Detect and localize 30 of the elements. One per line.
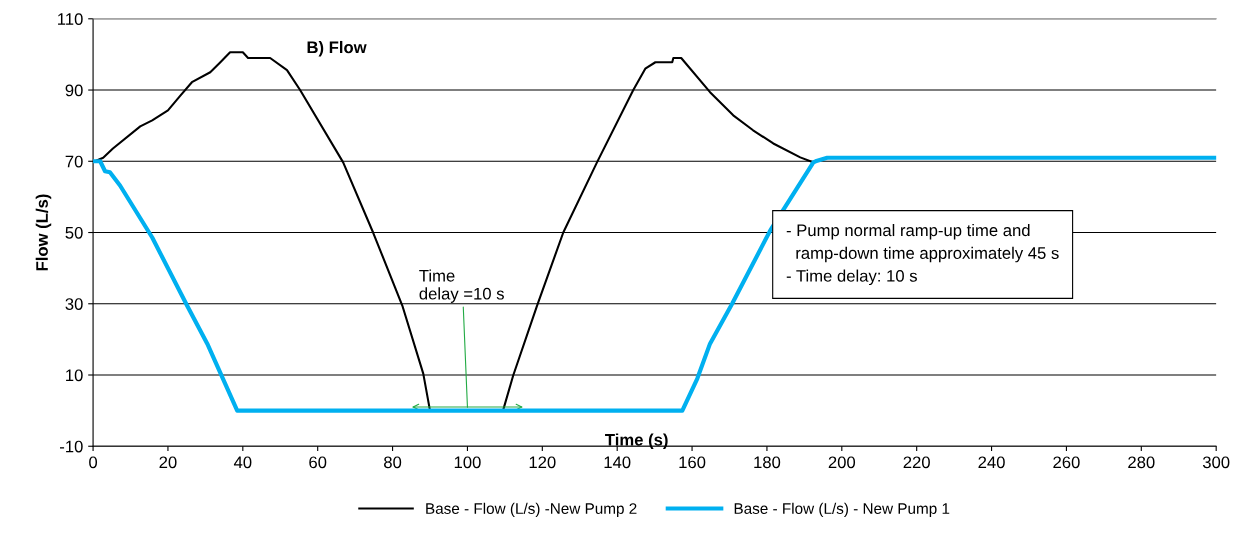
y-tick-label: 90 [65, 84, 83, 97]
x-tick-label: 60 [309, 456, 327, 469]
x-tick-label: 220 [903, 456, 930, 469]
y-tick-label: -10 [60, 440, 83, 453]
x-tick-label: 80 [384, 456, 402, 469]
y-tick-label: 30 [65, 298, 83, 310]
y-tick-label: 10 [66, 369, 83, 382]
annotation: Time delay =10 s [419, 269, 504, 303]
x-tick-label: 40 [233, 456, 252, 469]
annotation: - Pump normal ramp-up time and ramp-down time approximately 45 s - Time delay: 10 s [786, 223, 1059, 286]
y-tick-label: 50 [65, 226, 83, 239]
x-tick-label: 180 [754, 456, 781, 469]
x-tick-label: 300 [1202, 456, 1230, 469]
x-tick-label: 200 [828, 456, 856, 469]
text: B) Flow [307, 40, 367, 57]
x-tick-label: 140 [604, 456, 631, 469]
y-tick-label: 70 [65, 155, 83, 168]
x-tick-label: 260 [1053, 456, 1080, 469]
x-axis-title: Time (s) [605, 433, 668, 449]
y-tick-label: 110 [58, 13, 83, 25]
x-tick-label: 160 [679, 456, 706, 469]
x-tick-label: 0 [89, 456, 98, 469]
legend-label: Base - Flow (L/s) -New Pump 2 [426, 502, 637, 517]
x-tick-label: 280 [1128, 456, 1155, 469]
legend-label: Base - Flow (L/s) - New Pump 1 [734, 502, 950, 517]
x-tick-label: 240 [978, 456, 1005, 469]
x-tick-label: 100 [454, 456, 481, 469]
x-tick-label: 120 [529, 456, 556, 469]
x-tick-label: 20 [159, 456, 177, 469]
y-axis-title: Flow (L/s) [35, 194, 52, 271]
